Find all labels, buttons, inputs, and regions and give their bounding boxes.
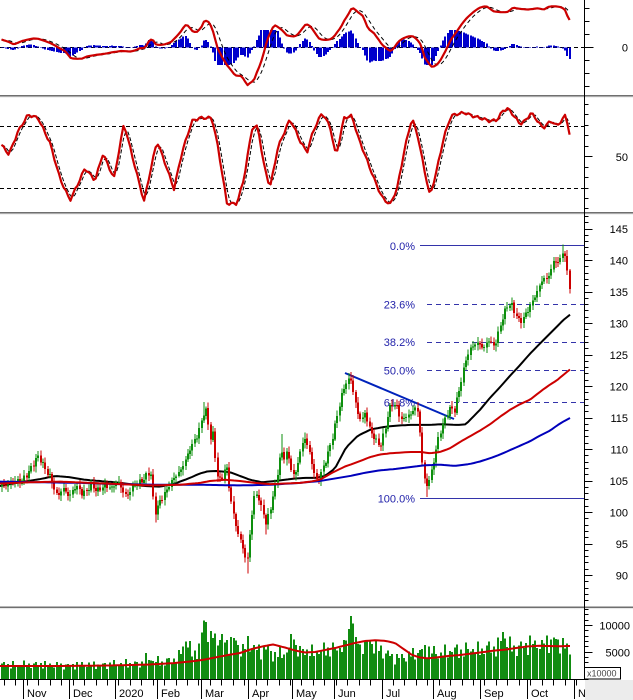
svg-text:100: 100 [610,508,628,520]
svg-text:95: 95 [616,539,628,551]
svg-text:Oct: Oct [531,688,548,700]
svg-text:120: 120 [610,382,628,394]
svg-text:0.0%: 0.0% [390,241,415,253]
svg-text:Mar: Mar [205,688,224,700]
svg-text:Jun: Jun [338,688,356,700]
svg-text:105: 105 [610,476,628,488]
svg-text:135: 135 [610,287,628,299]
svg-text:115: 115 [610,413,628,425]
svg-text:5000: 5000 [606,647,630,659]
svg-text:Jul: Jul [386,688,400,700]
svg-text:Nov: Nov [27,688,47,700]
svg-text:10000: 10000 [599,621,630,633]
svg-text:145: 145 [610,224,628,236]
svg-text:Sep: Sep [484,688,504,700]
svg-text:0: 0 [622,43,628,55]
svg-text:May: May [296,688,317,700]
svg-text:Apr: Apr [252,688,269,700]
svg-text:100.0%: 100.0% [378,493,416,505]
svg-text:x10000: x10000 [587,669,617,679]
svg-text:50: 50 [616,152,628,164]
svg-text:125: 125 [610,350,628,362]
svg-text:Aug: Aug [437,688,457,700]
svg-text:23.6%: 23.6% [384,300,415,312]
svg-text:90: 90 [616,571,628,583]
svg-text:38.2%: 38.2% [384,337,415,349]
svg-text:Feb: Feb [161,688,180,700]
svg-text:140: 140 [610,256,628,268]
svg-text:Dec: Dec [73,688,93,700]
svg-text:50.0%: 50.0% [384,366,415,378]
svg-text:2020: 2020 [119,688,143,700]
svg-text:130: 130 [610,319,628,331]
svg-text:110: 110 [610,445,628,457]
